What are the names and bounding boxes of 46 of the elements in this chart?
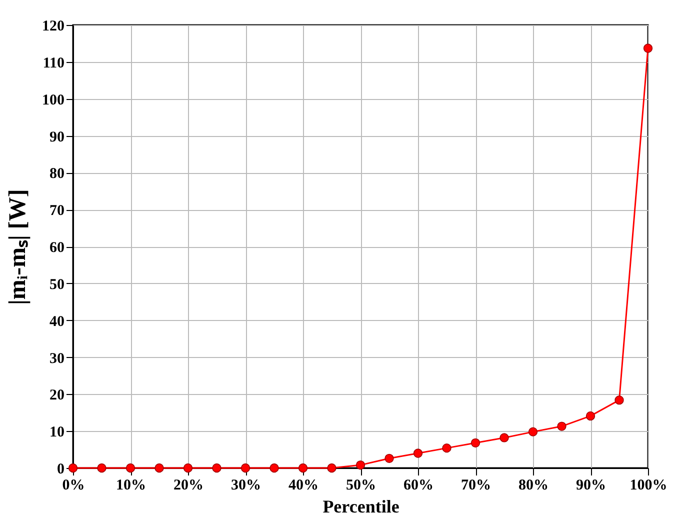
point [183, 463, 193, 473]
point [528, 427, 538, 436]
point [384, 454, 394, 463]
point [442, 443, 452, 453]
y-tick-label: 40 [50, 314, 64, 330]
y-tick-label: 70 [50, 203, 64, 220]
x-tick-label: 40% [288, 478, 318, 494]
x-tick-label: 30% [231, 478, 261, 494]
y-tick-label: 20 [50, 388, 64, 404]
point [614, 396, 624, 405]
y-tick-label: 80 [50, 166, 64, 182]
x-tick-label: 50% [346, 478, 376, 494]
point [240, 463, 250, 473]
y-tick-label: 110 [42, 55, 64, 72]
y-tick-label: 60 [50, 240, 64, 256]
point [270, 463, 279, 473]
x-tick-label: 80% [518, 478, 548, 494]
y-tick-label: 0 [57, 462, 64, 478]
point [212, 463, 222, 473]
point [643, 44, 653, 53]
x-tick-label: 60% [404, 478, 434, 494]
point [126, 463, 136, 473]
point [97, 463, 106, 473]
point [298, 463, 308, 473]
point [586, 411, 596, 421]
point [557, 422, 566, 431]
x-tick-label: 10% [116, 478, 146, 494]
x-tick-label: 0% [62, 478, 85, 494]
point [500, 433, 509, 442]
point [356, 460, 366, 470]
y-tick-label: 10 [50, 424, 64, 441]
y-tick-label: 100 [42, 92, 64, 108]
point [154, 463, 164, 473]
x-tick-label: 90% [576, 478, 606, 494]
x-tick-label: 100% [630, 478, 668, 494]
x-tick-label: 20% [174, 478, 204, 494]
x-axis-title: Percentile [322, 496, 400, 516]
y-tick-label: 90 [50, 129, 64, 146]
point [470, 438, 480, 448]
point [327, 463, 336, 473]
y-axis-title: |mᵢ-mₛ| [W] [5, 189, 31, 305]
y-tick-label: 30 [50, 350, 64, 367]
y-tick-label: 120 [42, 18, 64, 34]
point [413, 448, 423, 458]
y-tick-label: 50 [50, 276, 64, 293]
x-tick-label: 70% [461, 478, 491, 494]
